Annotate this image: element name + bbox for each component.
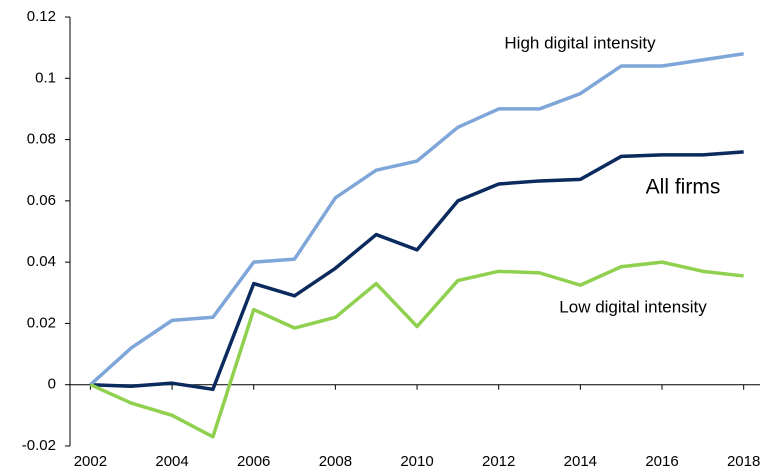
series-label: High digital intensity [504,33,656,52]
series-line [89,260,744,439]
y-tick-label: 0.04 [27,253,56,270]
x-tick-label: 2004 [155,453,188,470]
series-line [90,150,744,392]
y-tick-label: -0.02 [22,437,56,454]
y-tick-label: 0.1 [35,69,56,86]
x-tick-label: 2008 [319,453,352,470]
x-tick-label: 2016 [645,453,678,470]
y-tick-label: 0.12 [27,8,56,25]
x-tick-label: 2012 [482,453,515,470]
series-label: Low digital intensity [559,297,707,316]
x-tick-label: 2010 [400,453,433,470]
x-tick-label: 2006 [237,453,270,470]
series-label: All firms [646,176,721,199]
y-tick-label: 0 [48,376,56,393]
x-tick-label: 2018 [727,453,760,470]
y-tick-label: 0.06 [27,192,56,209]
x-tick-label: 2002 [74,453,107,470]
series-line [89,52,744,387]
y-tick-label: 0.02 [27,314,56,331]
y-tick-label: 0.08 [27,131,56,148]
x-tick-label: 2014 [564,453,597,470]
